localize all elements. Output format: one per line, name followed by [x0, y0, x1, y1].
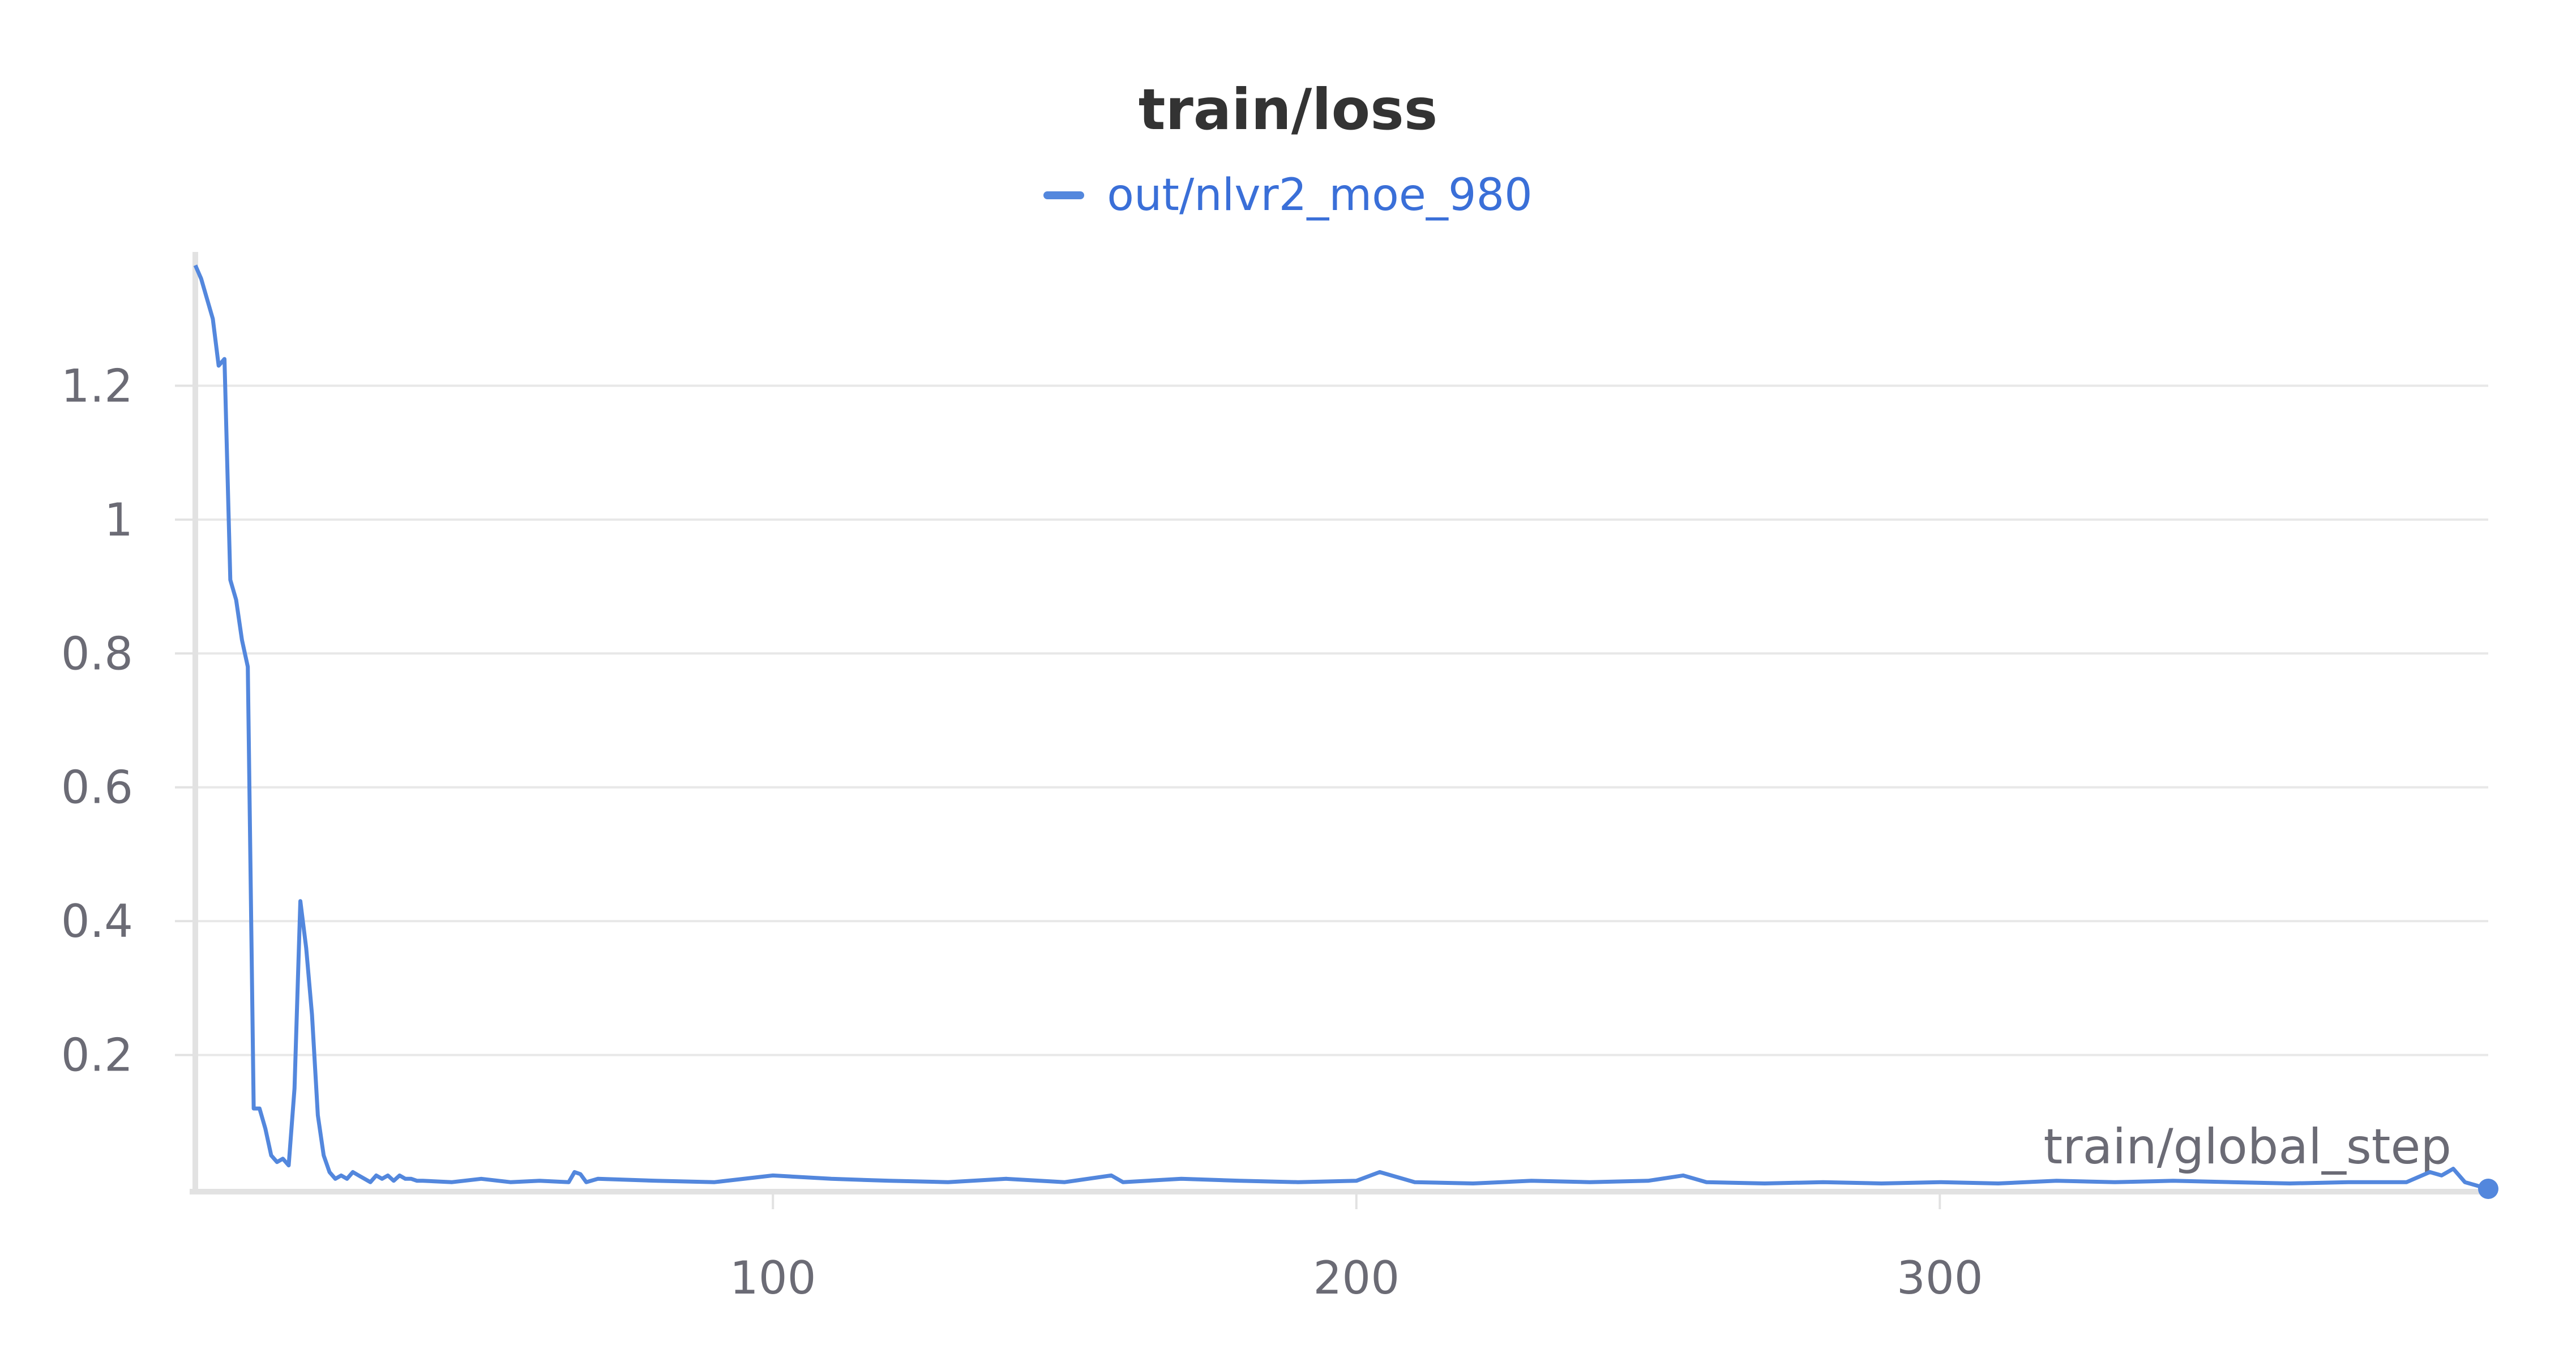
- y-tick-label: 0.2: [61, 1029, 133, 1082]
- series-end-point: [2478, 1179, 2498, 1199]
- legend[interactable]: out/nlvr2_moe_980: [0, 170, 2576, 221]
- legend-swatch: [1043, 191, 1085, 199]
- y-tick-label: 0.6: [61, 761, 133, 814]
- y-tick-label: 0.8: [61, 627, 133, 680]
- y-tick-label: 1: [104, 494, 133, 546]
- legend-label: out/nlvr2_moe_980: [1107, 170, 1533, 221]
- y-tick-label: 1.2: [61, 359, 133, 412]
- x-tick-label: 300: [1897, 1252, 1983, 1304]
- x-tick-label: 200: [1313, 1252, 1400, 1304]
- x-tick-label: 100: [730, 1252, 816, 1304]
- series-line: [193, 264, 2489, 1191]
- y-tick-label: 0.4: [61, 895, 133, 948]
- x-axis-title: train/global_step: [2044, 1119, 2451, 1175]
- chart-title: train/loss: [1138, 76, 1438, 143]
